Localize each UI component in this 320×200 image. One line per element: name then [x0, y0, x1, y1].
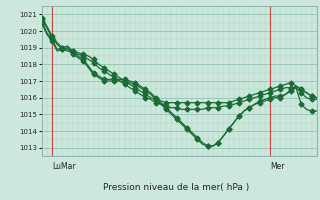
Text: Mer: Mer [270, 162, 284, 171]
Text: LuMar: LuMar [52, 162, 76, 171]
Text: Pression niveau de la mer( hPa ): Pression niveau de la mer( hPa ) [103, 183, 249, 192]
